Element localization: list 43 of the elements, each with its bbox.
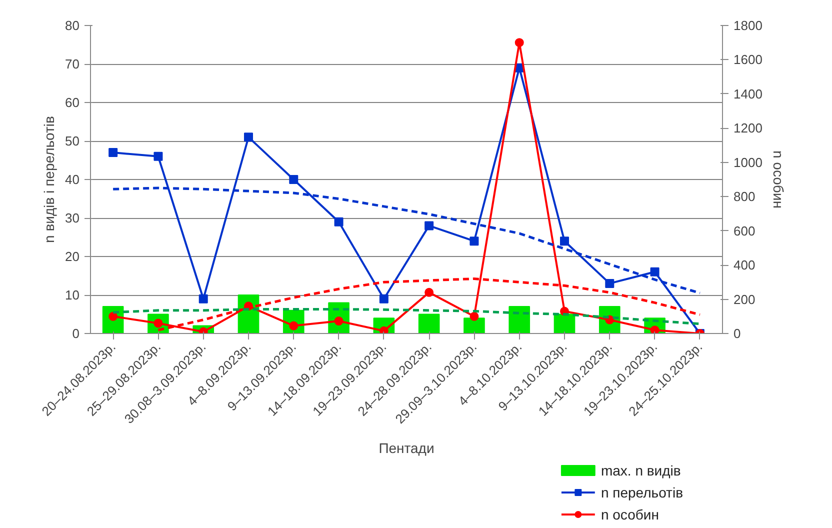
x-axis-title: Пентади [378, 440, 434, 456]
y-tick-label: 70 [65, 56, 80, 72]
point [560, 236, 569, 246]
y2-axis-title: n особин [770, 150, 786, 208]
y-tick-label: 60 [65, 95, 80, 110]
y2-tick-label: 1400 [734, 86, 762, 102]
point [289, 175, 298, 184]
y-tick-label: 0 [72, 326, 80, 341]
bar [508, 306, 530, 334]
y2-tick-label: 400 [734, 258, 756, 273]
point [424, 288, 434, 297]
point [514, 38, 524, 48]
y2-tick-label: 1800 [734, 18, 762, 33]
y2-tick-label: 0 [734, 326, 741, 341]
y-tick-label: 20 [65, 249, 80, 264]
y-axis-title: n видів і перельотів [41, 116, 58, 243]
y2-tick-label: 1200 [734, 120, 762, 136]
y2-tick-label: 1000 [734, 154, 762, 170]
bar [418, 314, 440, 334]
y-tick-label: 40 [65, 172, 80, 187]
y2-tick-label: 1600 [734, 52, 762, 68]
point [605, 278, 614, 288]
point [650, 267, 660, 276]
point [470, 312, 479, 321]
y-tick-label: 50 [65, 134, 80, 148]
point [154, 152, 163, 161]
legend-label: n особин [600, 506, 659, 522]
y-tick-label: 80 [65, 18, 80, 33]
y2-tick-label: 800 [734, 189, 756, 204]
point [424, 221, 434, 230]
y2-tick-label: 600 [734, 223, 756, 238]
y-tick-label: 30 [65, 210, 80, 226]
point [244, 132, 253, 142]
y2-tick-label: 200 [734, 292, 756, 307]
y-tick-label: 10 [65, 288, 80, 302]
legend-label: max. n видів [600, 462, 681, 478]
legend-label: n перельотів [600, 484, 684, 500]
point [108, 148, 118, 158]
point [379, 294, 388, 304]
bar [464, 318, 485, 334]
point [198, 294, 208, 304]
point [334, 217, 344, 226]
point [470, 236, 479, 246]
